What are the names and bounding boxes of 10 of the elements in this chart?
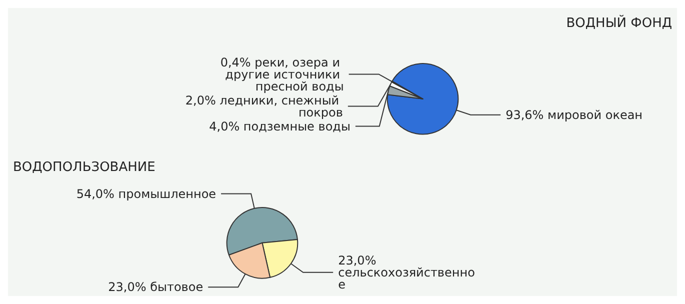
slice-label: 54,0% промышленное: [76, 186, 216, 201]
slice-label: 4,0% подземные воды: [209, 119, 350, 134]
slice-label: 23,0% бытовое: [108, 280, 204, 294]
chart-title: ВОДОПОЛЬЗОВАНИЕ: [13, 160, 156, 175]
data-label: 23,0%: [338, 253, 380, 268]
slice-label: 93,6% мировой океан: [506, 108, 643, 122]
chart-title: ВОДНЫЙ ФОНД: [566, 14, 672, 31]
slice-label: 2,0% ледники, снежный покров: [185, 93, 343, 120]
slice-label: 0,4% реки, озера и другие источники пресной воды: [220, 55, 344, 94]
slice-label: сельскохозяйственное: [338, 265, 475, 292]
